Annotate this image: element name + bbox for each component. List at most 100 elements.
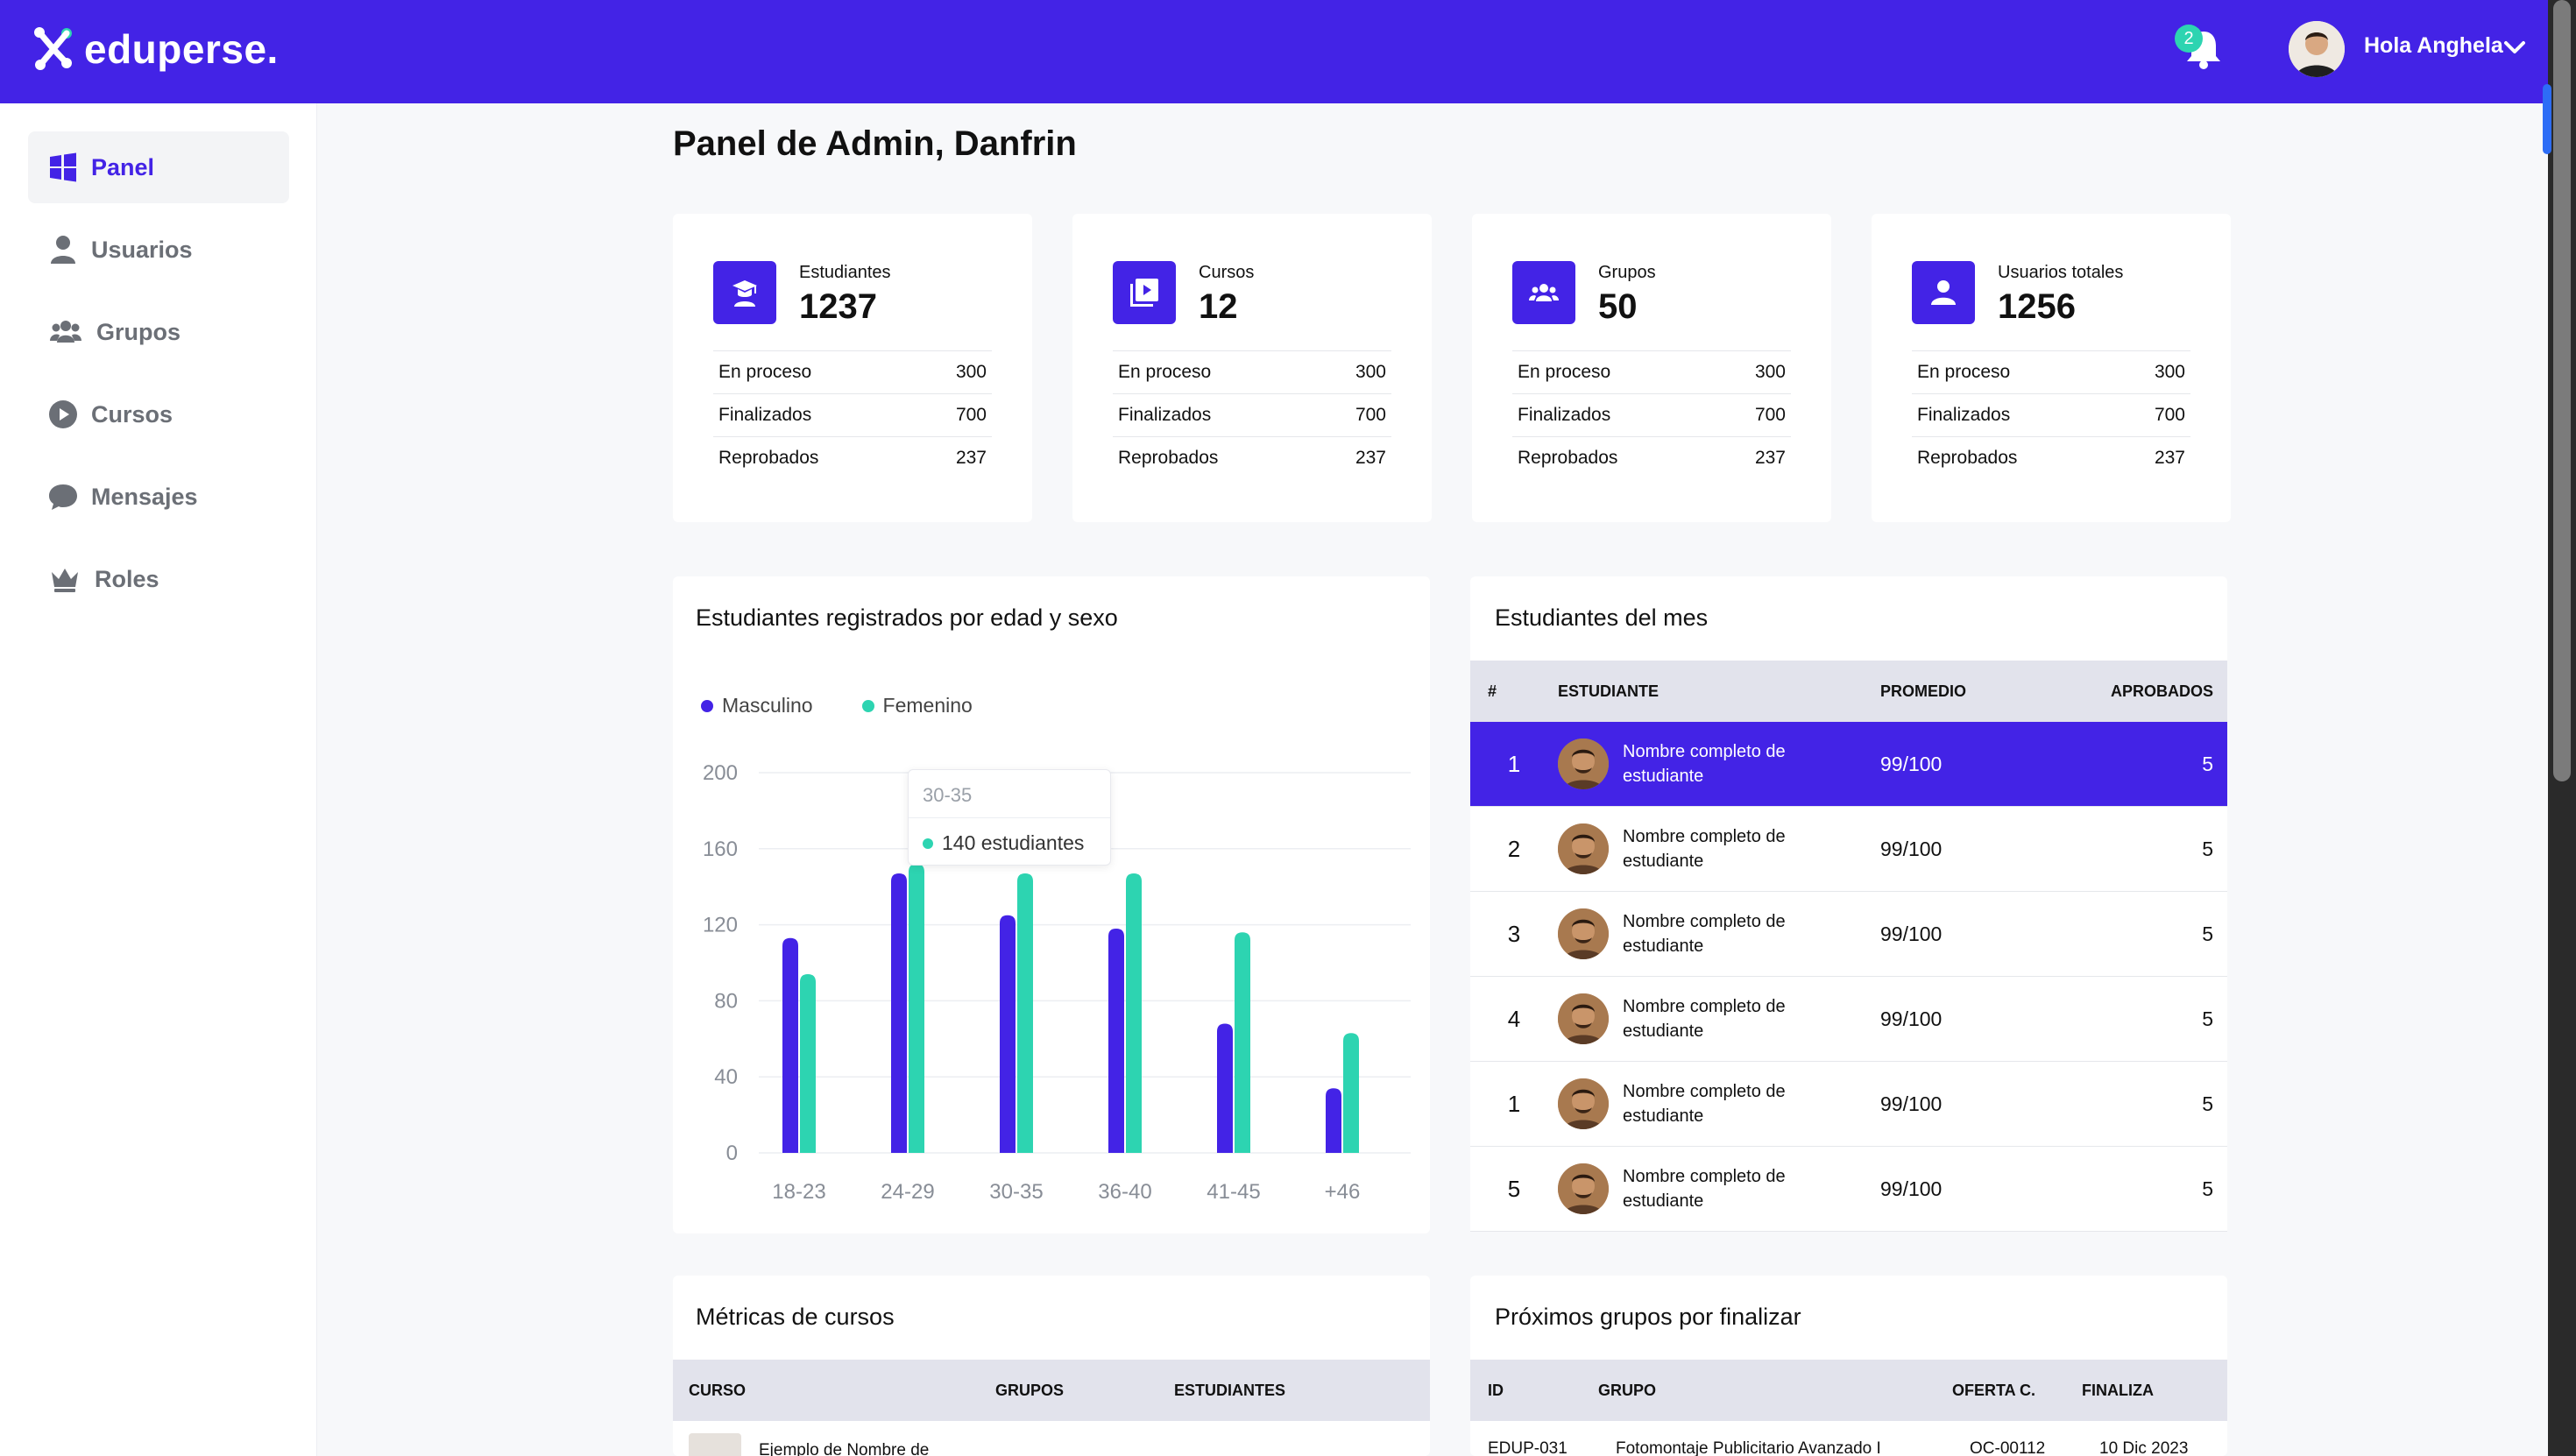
row-average: 99/100 — [1880, 922, 1943, 945]
table-row[interactable]: 2 Nombre completo de estudiante 99/100 5 — [1470, 807, 2227, 892]
student-name: Nombre completo de estudiante — [1623, 742, 1786, 786]
stat-label: Cursos — [1199, 263, 1255, 282]
stat-row: Finalizados 700 — [1113, 393, 1391, 436]
stat-row: Finalizados 700 — [1512, 393, 1791, 436]
tooltip-category: 30-35 — [923, 784, 973, 806]
sidebar-item-label: Grupos — [96, 318, 181, 345]
bar-masculino-18-23[interactable] — [782, 937, 798, 1153]
course-metrics-header: CURSO GRUPOS ESTUDIANTES — [673, 1360, 1430, 1421]
student-name: Nombre completo de estudiante — [1623, 912, 1786, 956]
stat-breakdown: En proceso 300 Finalizados 700 Reprobados 2… — [1113, 350, 1391, 479]
student-avatar-icon — [1558, 739, 1609, 789]
sidebar-item-grupos[interactable]: Grupos — [28, 296, 289, 368]
student-name: Nombre completo de estudiante — [1623, 1082, 1786, 1126]
avatar[interactable] — [2289, 21, 2345, 77]
stat-breakdown: En proceso 300 Finalizados 700 Reprobados 2… — [713, 350, 992, 479]
brand-logo[interactable]: eduperse. — [32, 23, 279, 75]
user-avatar-icon — [2289, 21, 2345, 77]
stat-row-value: 300 — [955, 362, 987, 382]
bar-femenino-41-45[interactable] — [1235, 932, 1250, 1153]
stat-row-value: 237 — [1754, 448, 1786, 468]
sidebar-item-label: Cursos — [91, 400, 173, 428]
groups-icon — [1529, 284, 1559, 301]
tooltip-divider — [909, 817, 1110, 818]
row-average: 99/100 — [1880, 1007, 1943, 1030]
x-tick-label: +46 — [1325, 1180, 1361, 1204]
chevron-down-icon[interactable] — [2502, 39, 2527, 56]
user-greeting[interactable]: Hola Anghela — [2364, 33, 2503, 58]
table-row[interactable]: 1 Nombre completo de estudiante 99/100 5 — [1470, 722, 2227, 807]
student-avatar — [1558, 993, 1609, 1044]
page-title: Panel de Admin, Danfrin — [673, 124, 1077, 163]
stat-row-label: Reprobados — [718, 448, 819, 468]
table-row[interactable]: 3 Nombre completo de estudiante 99/100 5 — [1470, 892, 2227, 977]
row-average: 99/100 — [1880, 752, 1943, 775]
table-row[interactable]: 1 Nombre completo de estudiante 99/100 5 — [1470, 1062, 2227, 1147]
sidebar-item-cursos[interactable]: Cursos — [28, 378, 289, 450]
stat-row-label: En proceso — [1118, 362, 1212, 382]
sidebar-item-panel[interactable]: Panel — [28, 131, 289, 203]
bar-chart: 200 160 120 80 40 0 18-23 24-29 30-35 36-40 41-45 +… — [703, 761, 1411, 1204]
bar-masculino-30-35[interactable] — [1000, 915, 1016, 1153]
group-offer: OC-00112 — [1970, 1439, 2046, 1456]
chart-card — [673, 576, 1430, 1233]
bar-masculino-41-45[interactable] — [1217, 1023, 1233, 1153]
stat-breakdown: En proceso 300 Finalizados 700 Reprobados 2… — [1512, 350, 1791, 479]
course-name: Ejemplo de Nombre de — [759, 1441, 930, 1456]
legend-item-femenino[interactable]: Femenino — [861, 694, 973, 717]
table-row[interactable]: 5 Nombre completo de estudiante 99/100 5 — [1470, 1147, 2227, 1232]
person-icon — [1931, 280, 1956, 305]
stat-row-value: 300 — [1355, 362, 1386, 382]
stat-card-grupos: Grupos 50 En proceso 300 Finalizados 700 R… — [1472, 214, 1831, 522]
stat-row-label: Reprobados — [1518, 448, 1618, 468]
row-student: Nombre completo de estudiante — [1558, 993, 1880, 1044]
bar-femenino-30-35[interactable] — [1017, 873, 1033, 1153]
col-groups: GRUPOS — [995, 1381, 1065, 1399]
sidebar-item-usuarios[interactable]: Usuarios — [28, 214, 289, 286]
col-students: ESTUDIANTES — [1174, 1381, 1286, 1399]
bar-femenino-+46[interactable] — [1343, 1033, 1359, 1153]
bar-femenino-24-29[interactable] — [909, 864, 924, 1153]
video-library-icon — [1130, 279, 1158, 307]
stat-row: Reprobados 237 — [1912, 436, 2190, 479]
legend-item-masculino[interactable]: Masculino — [701, 694, 813, 717]
x-tick-label: 24-29 — [881, 1180, 934, 1204]
group-name: Fotomontaje Publicitario Avanzado I — [1616, 1439, 1881, 1456]
bar-femenino-18-23[interactable] — [800, 974, 816, 1153]
student-avatar-icon — [1558, 1163, 1609, 1214]
group-id: EDUP-031 — [1488, 1439, 1568, 1456]
course-metrics-title: Métricas de cursos — [696, 1304, 895, 1330]
sidebar: Panel Usuarios Grupos Cursos Mensajes — [0, 103, 317, 1456]
table-row[interactable]: EDUP-031 Fotomontaje Publicitario Avanza… — [1488, 1431, 2224, 1456]
chart-tooltip: 30-35 140 estudiantes — [908, 769, 1111, 866]
student-name: Nombre completo de estudiante — [1623, 997, 1786, 1041]
stat-value: 1237 — [799, 287, 877, 326]
student-avatar — [1558, 1163, 1609, 1214]
scrollbar-thumb[interactable] — [2553, 0, 2571, 781]
stat-row: Reprobados 237 — [713, 436, 992, 479]
row-rank: 5 — [1507, 1175, 1521, 1202]
bar-masculino-36-40[interactable] — [1108, 928, 1124, 1153]
stat-row-label: Reprobados — [1917, 448, 2018, 468]
sidebar-item-roles[interactable]: Roles — [28, 543, 289, 615]
stat-label: Usuarios totales — [1998, 263, 2124, 282]
stat-row-label: Finalizados — [1118, 405, 1212, 425]
bar-femenino-36-40[interactable] — [1126, 873, 1142, 1153]
brand-name: eduperse. — [84, 26, 279, 72]
row-rank: 1 — [1507, 1090, 1521, 1117]
stat-row: En proceso 300 — [1512, 350, 1791, 393]
table-row[interactable]: Ejemplo de Nombre de — [689, 1433, 1407, 1456]
bar-masculino-24-29[interactable] — [891, 873, 907, 1153]
top-bar: eduperse. 2 Hola Anghela — [0, 0, 2576, 103]
stat-row-value: 237 — [1355, 448, 1386, 468]
sidebar-item-mensajes[interactable]: Mensajes — [28, 461, 289, 533]
col-rank: # — [1488, 682, 1497, 700]
stat-icon — [1912, 261, 1975, 324]
bar-masculino-+46[interactable] — [1326, 1088, 1341, 1153]
table-row[interactable]: 4 Nombre completo de estudiante 99/100 5 — [1470, 977, 2227, 1062]
stat-row-value: 237 — [955, 448, 987, 468]
row-rank: 2 — [1507, 835, 1521, 862]
col-course: CURSO — [689, 1381, 747, 1399]
stat-row-value: 700 — [2154, 405, 2185, 425]
stat-row-label: En proceso — [1917, 362, 2011, 382]
